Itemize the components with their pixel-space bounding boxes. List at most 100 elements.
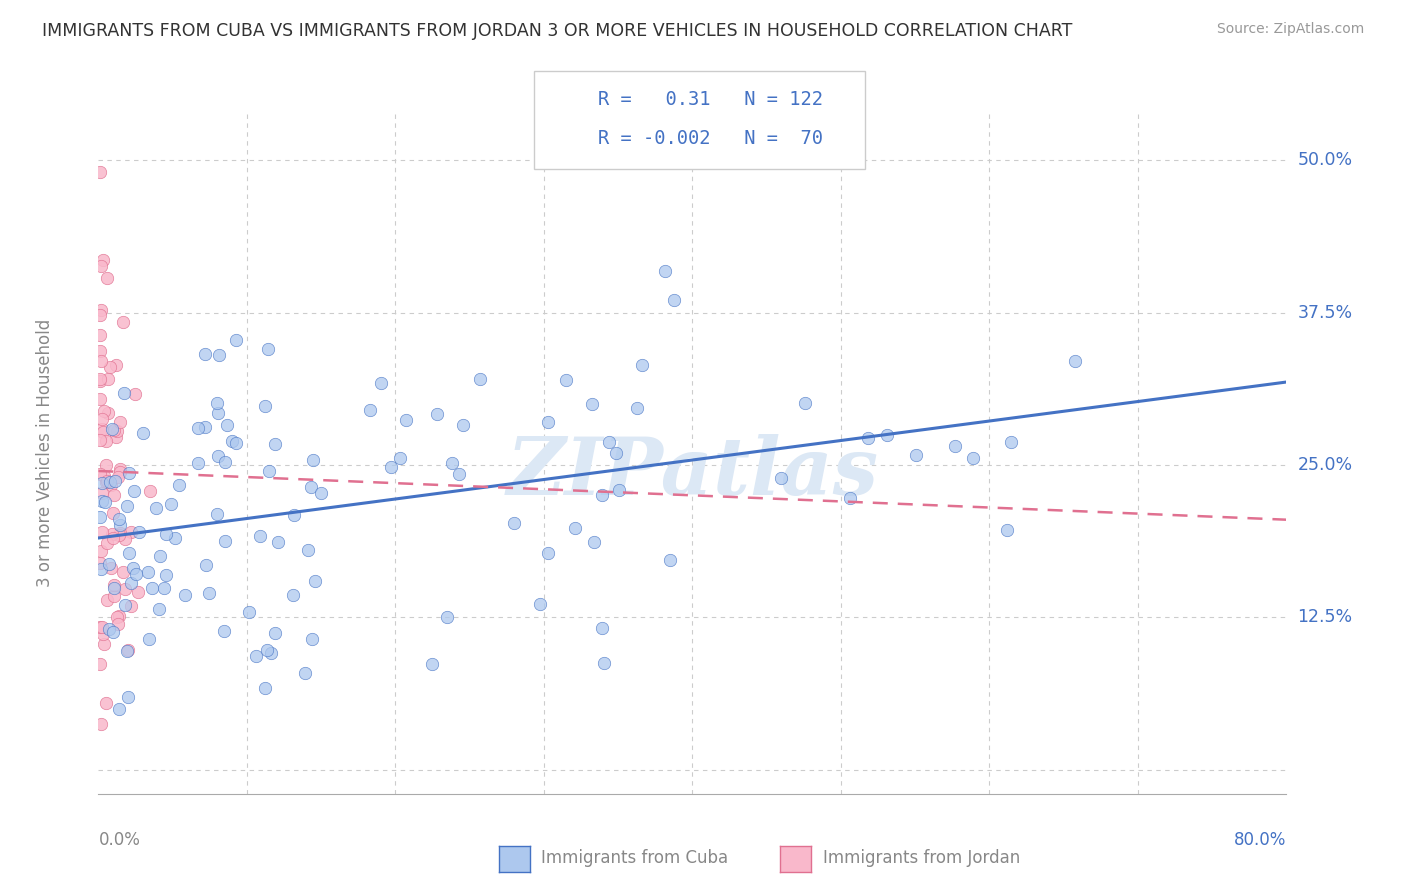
Point <box>89 556 111 570</box>
Point <box>104 474 127 488</box>
Point <box>962 450 984 465</box>
Point <box>94 697 117 711</box>
Point <box>108 526 131 541</box>
Point <box>592 656 614 670</box>
Point <box>943 439 966 453</box>
Point <box>529 597 551 611</box>
Point <box>160 497 183 511</box>
Point <box>112 386 135 401</box>
Text: 3 or more Vehicles in Household: 3 or more Vehicles in Household <box>37 318 53 587</box>
Point <box>1064 354 1087 368</box>
Point <box>103 589 125 603</box>
Point <box>122 561 145 575</box>
Point <box>114 598 136 612</box>
Point <box>537 415 560 429</box>
Point <box>359 403 381 417</box>
Point <box>256 642 278 657</box>
Point <box>103 506 125 520</box>
Point <box>93 425 115 439</box>
Point <box>141 581 163 595</box>
Point <box>581 397 603 411</box>
Point <box>90 411 112 425</box>
Text: 12.5%: 12.5% <box>1298 608 1353 626</box>
Point <box>420 657 443 671</box>
Point <box>111 566 134 580</box>
Point <box>96 592 118 607</box>
Point <box>118 466 141 480</box>
Point <box>90 544 112 558</box>
Point <box>155 526 177 541</box>
Point <box>132 425 155 440</box>
Point <box>858 431 880 445</box>
Point <box>108 609 131 624</box>
Point <box>139 483 162 498</box>
Point <box>107 702 129 716</box>
Point <box>426 408 449 422</box>
Point <box>96 434 118 448</box>
Point <box>309 485 332 500</box>
Point <box>91 524 114 539</box>
Text: Source: ZipAtlas.com: Source: ZipAtlas.com <box>1216 22 1364 37</box>
Text: R =   0.31   N = 122: R = 0.31 N = 122 <box>598 90 823 110</box>
Point <box>605 446 627 460</box>
Point <box>128 524 150 539</box>
Point <box>169 478 191 492</box>
Point <box>98 475 121 490</box>
Point <box>281 588 304 602</box>
Point <box>108 465 131 479</box>
Point <box>107 617 129 632</box>
Point <box>173 588 195 602</box>
Point <box>108 511 131 525</box>
Point <box>127 584 149 599</box>
Point <box>564 521 586 535</box>
Point <box>120 576 142 591</box>
Point <box>89 392 111 406</box>
Text: 80.0%: 80.0% <box>1234 831 1286 849</box>
Point <box>117 690 139 704</box>
Point <box>101 625 124 640</box>
Point <box>101 422 124 436</box>
Point <box>104 358 127 372</box>
Point <box>90 422 112 436</box>
Point <box>121 524 143 539</box>
Point <box>90 494 112 508</box>
Point <box>107 470 129 484</box>
Point <box>90 717 112 731</box>
Point <box>388 451 411 466</box>
Point <box>89 327 111 342</box>
Point <box>253 399 276 413</box>
Point <box>294 665 316 680</box>
Point <box>122 484 145 499</box>
Point <box>194 347 217 361</box>
Point <box>194 420 217 434</box>
Point <box>582 535 605 549</box>
Point <box>103 581 125 595</box>
Point <box>441 456 464 470</box>
Point <box>165 532 187 546</box>
Point <box>205 508 228 522</box>
Point <box>136 565 159 579</box>
Point <box>108 517 131 532</box>
Point <box>105 430 128 444</box>
Point <box>221 434 243 448</box>
Point <box>100 478 122 492</box>
Point <box>214 533 236 548</box>
Point <box>304 574 326 588</box>
Point <box>205 396 228 410</box>
Point <box>93 403 115 417</box>
Point <box>155 567 177 582</box>
Point <box>89 620 111 634</box>
Text: IMMIGRANTS FROM CUBA VS IMMIGRANTS FROM JORDAN 3 OR MORE VEHICLES IN HOUSEHOLD C: IMMIGRANTS FROM CUBA VS IMMIGRANTS FROM … <box>42 22 1073 40</box>
Point <box>259 464 281 478</box>
Text: 25.0%: 25.0% <box>1298 456 1353 474</box>
Point <box>108 527 131 541</box>
Point <box>96 270 118 285</box>
Point <box>103 488 125 502</box>
Point <box>89 433 111 447</box>
Point <box>138 632 160 646</box>
Point <box>299 480 322 494</box>
Point <box>89 374 111 388</box>
Point <box>89 343 111 358</box>
Point <box>904 448 927 462</box>
Point <box>108 415 131 429</box>
